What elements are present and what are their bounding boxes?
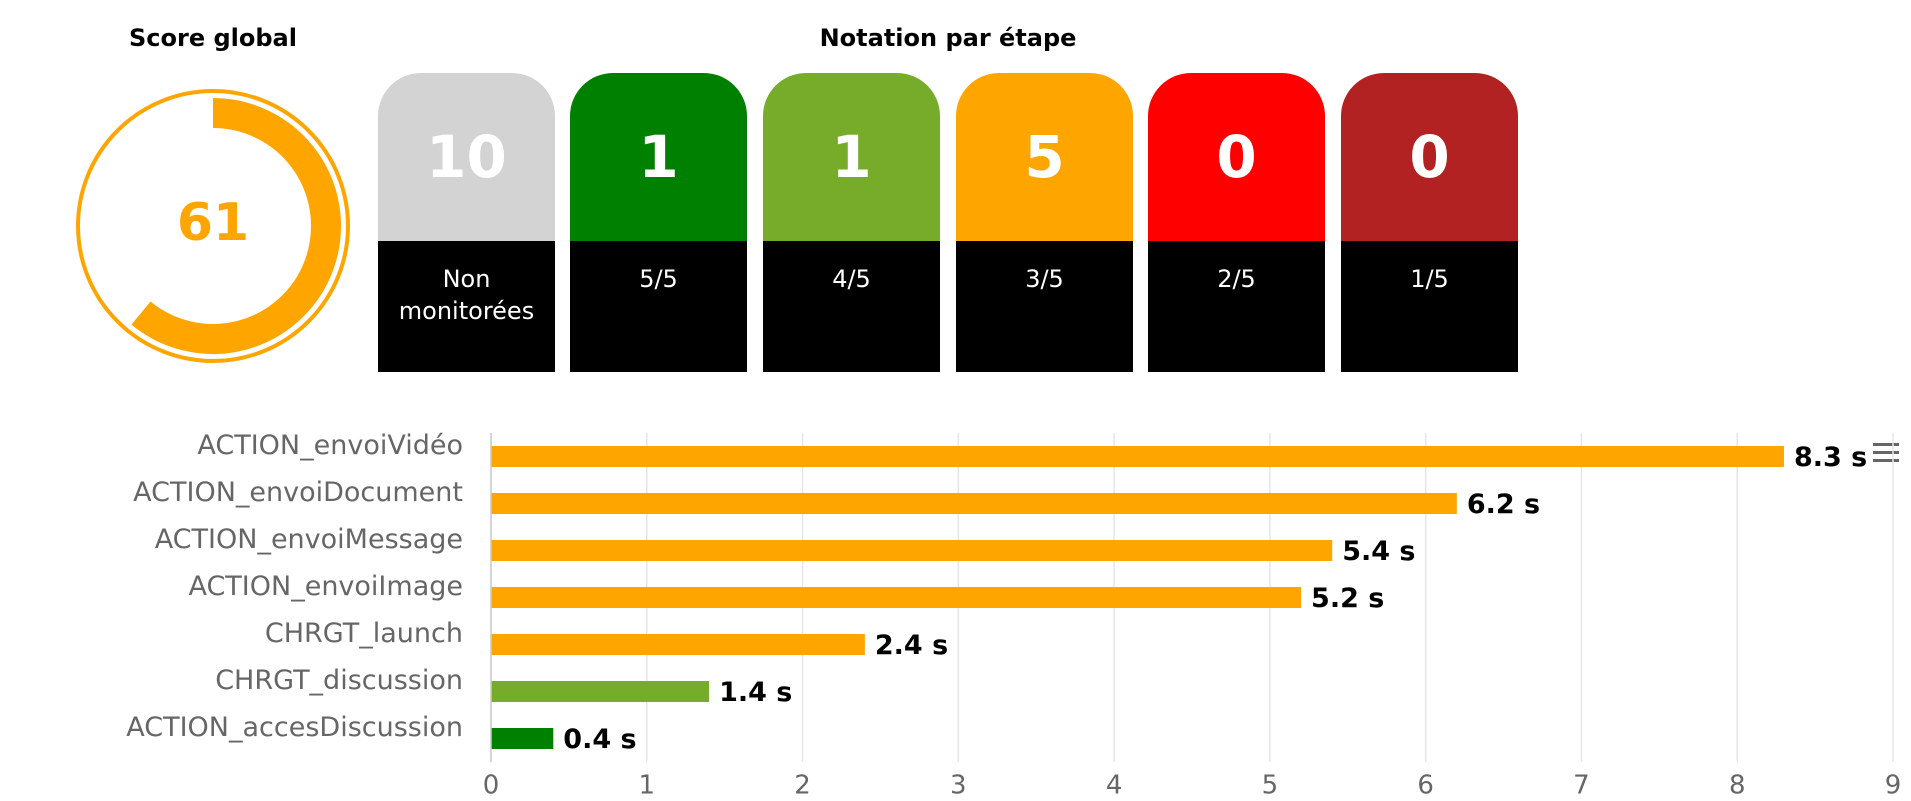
card-count: 1 [763, 73, 940, 241]
value-label: 0.4 s [563, 724, 636, 755]
card-count: 5 [956, 73, 1133, 241]
y-tick-label: ACTION_envoiImage [188, 571, 463, 602]
x-tick-label: 4 [1106, 771, 1123, 801]
y-tick-label: ACTION_envoiMessage [155, 524, 463, 555]
x-tick-label: 5 [1262, 771, 1279, 801]
card-count: 0 [1341, 73, 1518, 241]
bar [491, 728, 554, 749]
card-label: 5/5 [570, 241, 747, 372]
x-tick-label: 6 [1417, 771, 1434, 801]
menu-icon[interactable] [1873, 443, 1899, 462]
card-count: 0 [1148, 73, 1325, 241]
rating-title: Notation par étape [820, 24, 1077, 52]
score-value: 61 [177, 193, 249, 253]
bar [491, 540, 1333, 561]
card-label: 1/5 [1341, 241, 1518, 372]
rating-card: 0 2/5 [1148, 73, 1325, 372]
card-label: Non monitorées [378, 241, 555, 372]
x-tick-label: 3 [950, 771, 967, 801]
bar [491, 493, 1457, 514]
bar [491, 587, 1302, 608]
card-label: 3/5 [956, 241, 1133, 372]
y-tick-label: CHRGT_launch [265, 618, 463, 649]
rating-card: 1 4/5 [763, 73, 940, 372]
x-tick-label: 1 [639, 771, 656, 801]
score-arc [131, 98, 341, 354]
x-tick-label: 2 [794, 771, 811, 801]
bar [491, 634, 865, 655]
x-tick-label: 0 [483, 771, 500, 801]
value-label: 8.3 s [1794, 442, 1867, 473]
y-tick-label: ACTION_envoiVidéo [197, 430, 463, 461]
card-label: 4/5 [763, 241, 940, 372]
bar [491, 446, 1784, 467]
y-tick-label: ACTION_accesDiscussion [126, 712, 463, 743]
x-tick-label: 9 [1885, 771, 1902, 801]
value-label: 5.4 s [1342, 536, 1415, 567]
rating-card: 1 5/5 [570, 73, 747, 372]
value-label: 1.4 s [719, 677, 792, 708]
card-count: 1 [570, 73, 747, 241]
y-tick-label: ACTION_envoiDocument [133, 477, 463, 508]
y-tick-label: CHRGT_discussion [215, 665, 463, 696]
rating-card: 10 Non monitorées [378, 73, 555, 372]
score-title: Score global [129, 24, 297, 52]
rating-card: 0 1/5 [1341, 73, 1518, 372]
value-label: 5.2 s [1311, 583, 1384, 614]
value-label: 2.4 s [875, 630, 948, 661]
card-label: 2/5 [1148, 241, 1325, 372]
card-count: 10 [378, 73, 555, 241]
x-tick-label: 8 [1729, 771, 1746, 801]
bar [491, 681, 710, 702]
rating-card: 5 3/5 [956, 73, 1133, 372]
value-label: 6.2 s [1467, 489, 1540, 520]
score-ring [76, 89, 350, 363]
x-tick-label: 7 [1573, 771, 1590, 801]
